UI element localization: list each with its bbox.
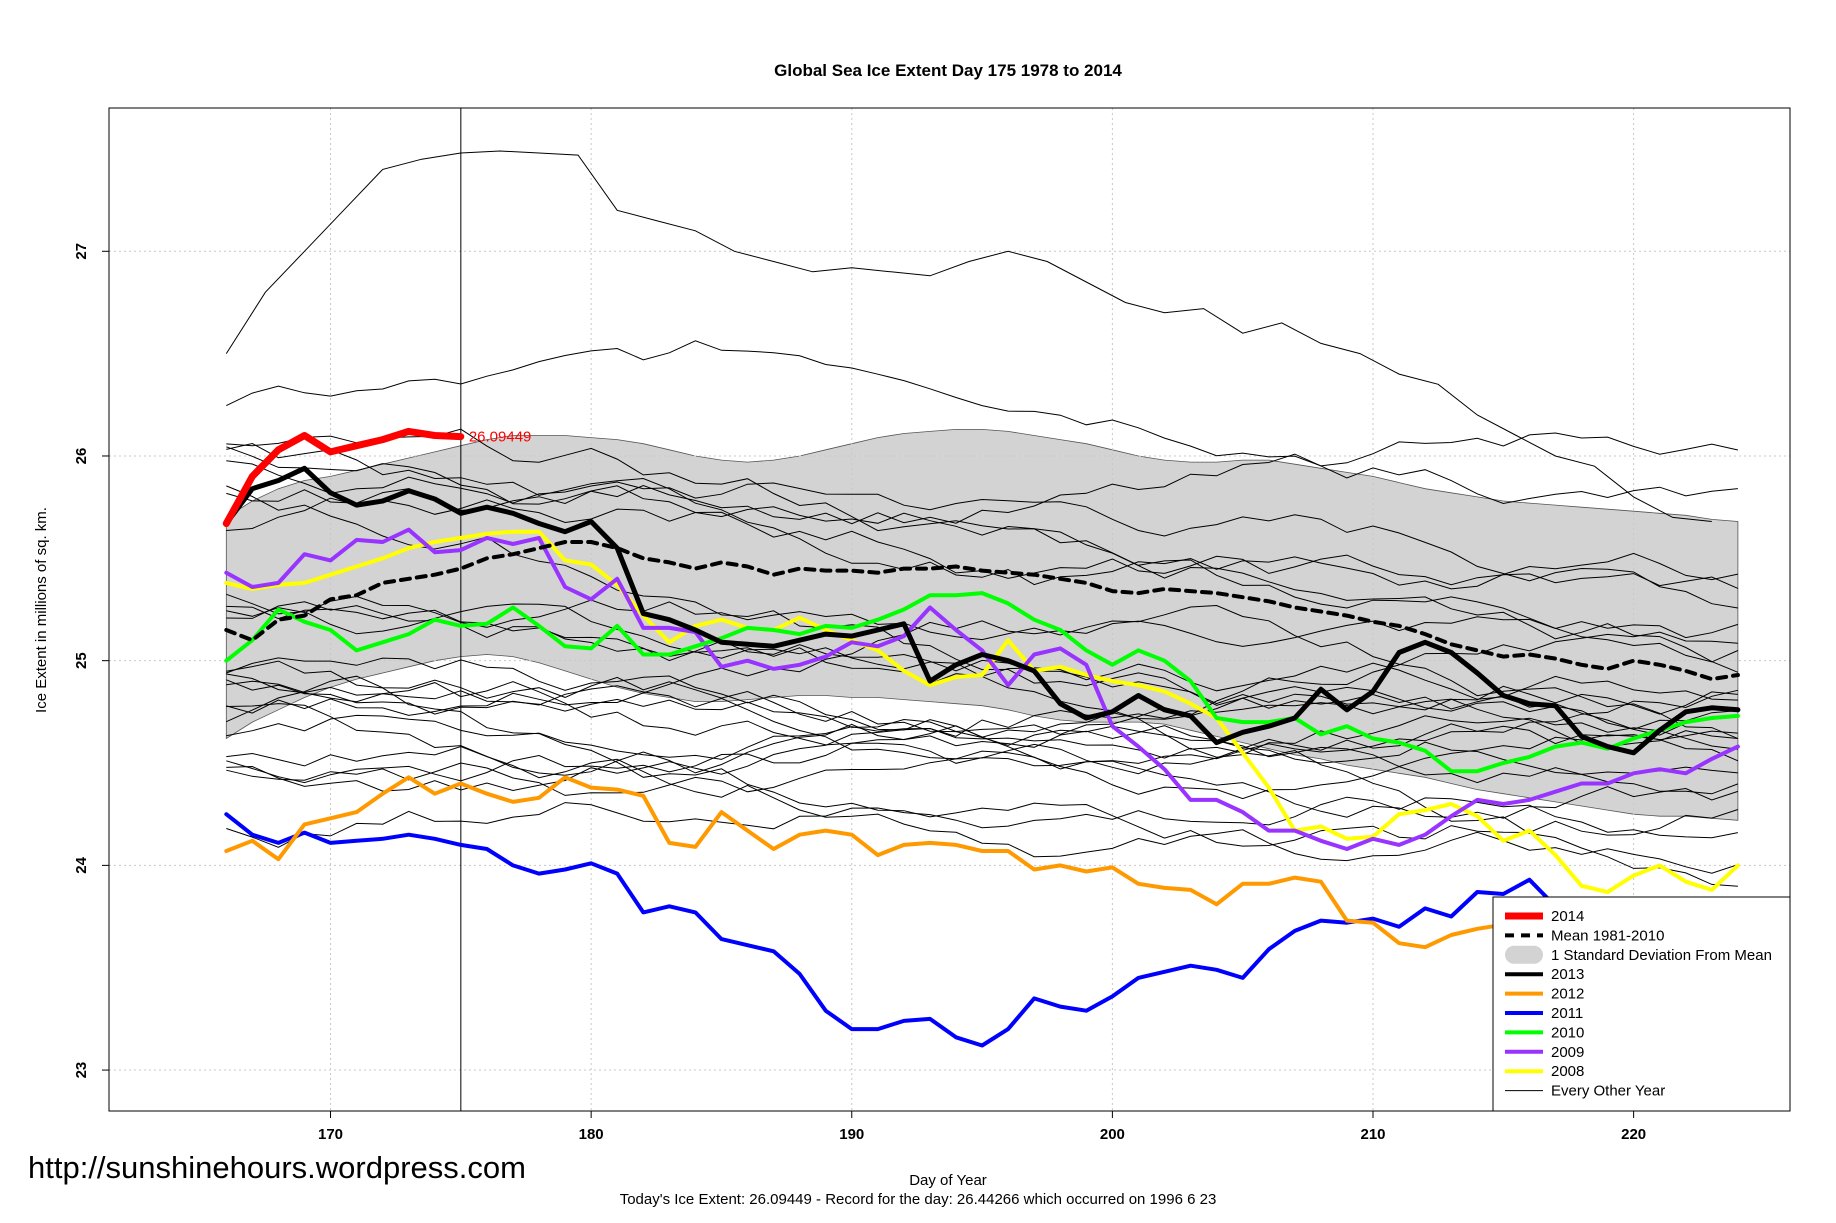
other-year-line bbox=[226, 485, 1738, 730]
x-axis-label: Day of Year bbox=[909, 1172, 987, 1189]
y-tick-label: 23 bbox=[73, 1062, 90, 1079]
axis-ticks-layer: 170 180 190 200 210 220 23 24 25 26 27 bbox=[73, 243, 1646, 1143]
other-year-line bbox=[226, 714, 1738, 760]
legend-label: Every Other Year bbox=[1551, 1083, 1665, 1100]
legend-swatch-band bbox=[1505, 945, 1543, 964]
series-line-mean-1981-2010 bbox=[224, 540, 1740, 682]
other-year-line bbox=[226, 796, 1738, 848]
legend-label: 1 Standard Deviation From Mean bbox=[1551, 947, 1772, 964]
other-year-line bbox=[226, 689, 1739, 796]
series-line-2011 bbox=[224, 812, 1740, 1048]
series-line-2013 bbox=[223, 465, 1741, 756]
other-year-line bbox=[226, 460, 1738, 609]
legend-label: 2013 bbox=[1551, 966, 1584, 983]
other-year-line bbox=[226, 685, 1738, 792]
highlight-series-layer: 26.09449 bbox=[222, 108, 1741, 1111]
other-year-line bbox=[226, 497, 1739, 673]
legend-label: 2008 bbox=[1551, 1063, 1584, 1080]
y-tick-label: 27 bbox=[73, 243, 90, 260]
legend-label: 2010 bbox=[1551, 1024, 1584, 1041]
x-tick-label: 200 bbox=[1100, 1126, 1125, 1143]
y-axis-label: Ice Extent in millions of sq. km. bbox=[33, 507, 50, 713]
other-year-line bbox=[226, 616, 1739, 716]
chart-footnote: Today's Ice Extent: 26.09449 - Record fo… bbox=[619, 1191, 1217, 1208]
legend-label: 2011 bbox=[1551, 1005, 1583, 1022]
other-year-line bbox=[226, 675, 1739, 768]
series-line-2010 bbox=[224, 591, 1740, 774]
legend-label: Mean 1981-2010 bbox=[1551, 927, 1664, 944]
other-year-line bbox=[226, 340, 1739, 467]
legend-label: 2014 bbox=[1551, 908, 1584, 925]
plot-frame bbox=[108, 107, 1791, 1112]
x-tick-label: 190 bbox=[839, 1126, 864, 1143]
other-year-line bbox=[225, 150, 1712, 522]
website-url: http://sunshinehours.wordpress.com bbox=[28, 1150, 526, 1185]
current-value-label: 26.09449 bbox=[469, 429, 532, 446]
series-line-2008 bbox=[224, 529, 1740, 894]
series-line-2014 bbox=[222, 427, 465, 527]
y-tick-label: 25 bbox=[73, 652, 90, 669]
legend-label: 2012 bbox=[1551, 986, 1584, 1003]
legend: 2014 Mean 1981-2010 1 Standard Deviation F… bbox=[1492, 896, 1791, 1112]
chart-title: Global Sea Ice Extent Day 175 1978 to 20… bbox=[774, 61, 1122, 80]
y-tick-label: 24 bbox=[73, 856, 90, 873]
x-tick-label: 170 bbox=[318, 1126, 343, 1143]
series-line-2012 bbox=[224, 775, 1740, 1073]
other-year-line bbox=[226, 442, 1739, 590]
x-tick-label: 220 bbox=[1621, 1126, 1646, 1143]
legend-box bbox=[1492, 896, 1791, 1112]
legend-label: 2009 bbox=[1551, 1044, 1584, 1061]
other-year-line bbox=[226, 745, 1739, 874]
other-year-line bbox=[226, 660, 1739, 847]
x-tick-label: 180 bbox=[579, 1126, 604, 1143]
series-line-2009 bbox=[224, 527, 1740, 851]
other-year-line bbox=[226, 428, 1739, 663]
y-tick-label: 26 bbox=[73, 448, 90, 465]
other-year-line bbox=[226, 679, 1738, 770]
x-tick-label: 210 bbox=[1360, 1126, 1385, 1143]
